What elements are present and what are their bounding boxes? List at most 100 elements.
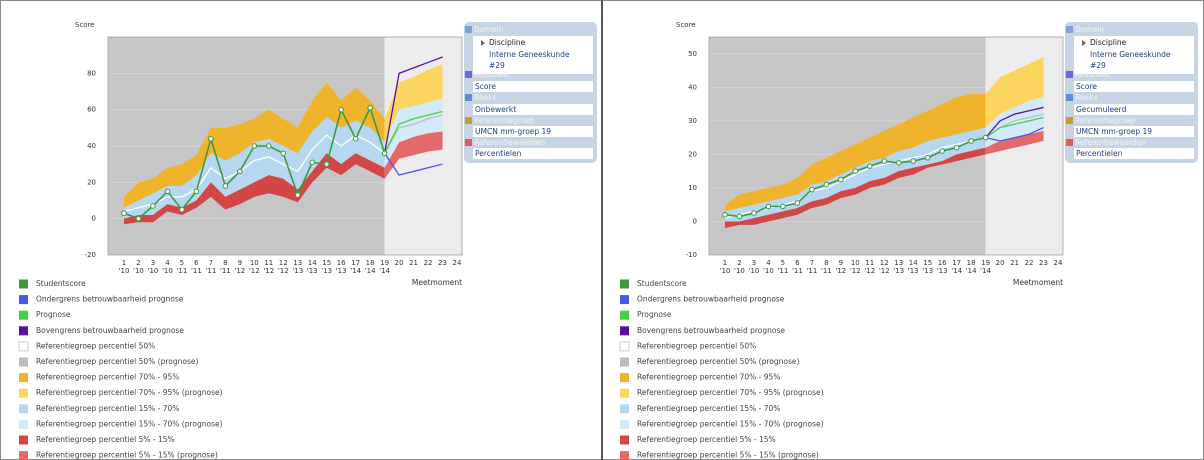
legend-swatch	[619, 341, 630, 352]
score-marker	[237, 168, 243, 175]
legend-label: Referentiegroep percentiel 70% - 95% (pr…	[637, 388, 824, 397]
panel-text: Referentiegroep	[1075, 116, 1136, 125]
y-tick-label: 0	[693, 217, 697, 225]
y-tick-label: 0	[92, 215, 96, 223]
x-axis-label: Meetmoment	[412, 278, 462, 287]
x-tick-label: 15	[322, 259, 331, 267]
score-marker	[309, 159, 316, 166]
x-tick-label: 2	[136, 259, 140, 267]
x-tick-label: 8	[824, 259, 828, 267]
legend-label: Referentiegroep percentiel 15% - 70%	[36, 404, 179, 413]
score-marker	[193, 188, 200, 195]
panel-text: Referentiegroep	[474, 116, 535, 125]
y-axis-label: Score	[676, 21, 696, 29]
x-tick-label: 8	[223, 259, 227, 267]
plot-border	[708, 36, 1064, 256]
score-marker	[939, 148, 945, 154]
legend-swatch	[19, 326, 28, 336]
score-marker	[809, 186, 815, 193]
x-tick-year: '11	[176, 267, 187, 275]
series-line	[384, 152, 443, 176]
percentile-band	[124, 153, 385, 225]
legend-swatch	[620, 451, 629, 460]
legend-swatch	[620, 419, 629, 429]
score-marker	[910, 158, 917, 164]
x-tick-label: 1	[723, 259, 727, 267]
x-tick-label: 10	[250, 259, 259, 267]
x-tick-year: '10	[162, 267, 173, 275]
score-marker	[135, 215, 142, 222]
legend-swatch	[19, 419, 28, 429]
legend-label: Studentscore	[637, 279, 687, 288]
score-marker	[765, 203, 772, 210]
x-tick-label: 6	[795, 259, 800, 267]
x-tick-label: 23	[438, 259, 447, 267]
legend-label: Referentiegroep percentiel 50% (prognose…	[36, 357, 198, 366]
score-marker	[222, 183, 229, 189]
panel-text: #29	[489, 61, 505, 70]
legend-swatch	[620, 404, 629, 414]
score-marker	[722, 211, 728, 218]
x-tick-year: '11	[821, 267, 832, 275]
x-tick-label: 6	[194, 259, 199, 267]
panel-text: #29	[1090, 61, 1106, 70]
x-tick-label: 7	[810, 259, 814, 267]
panel-text: Referentiewaarden	[474, 138, 545, 147]
legend-label: Referentiegroep percentiel 5% - 15%	[36, 435, 175, 444]
y-tick-label: -20	[85, 251, 96, 259]
score-marker	[982, 134, 989, 141]
x-tick-label: 11	[865, 259, 874, 267]
legend-swatch	[19, 310, 28, 320]
x-tick-year: '10	[720, 267, 731, 275]
panel-box	[1074, 148, 1194, 159]
legend-swatch	[620, 388, 629, 398]
x-tick-label: 12	[880, 259, 889, 267]
percentile-band	[384, 131, 443, 179]
x-tick-year: '10	[119, 267, 130, 275]
x-tick-year: '11	[191, 267, 202, 275]
panel-icon	[465, 94, 472, 101]
x-tick-label: 11	[264, 259, 273, 267]
panel-box	[473, 81, 593, 92]
score-marker	[265, 143, 272, 149]
x-tick-label: 14	[909, 259, 918, 267]
percentile-band	[725, 94, 986, 212]
x-tick-year: '14	[350, 267, 361, 275]
x-tick-year: '14	[966, 267, 977, 275]
legend-swatch	[19, 388, 28, 398]
x-tick-year: '12	[278, 267, 289, 275]
x-tick-label: 19	[981, 259, 990, 267]
score-marker	[121, 210, 127, 217]
score-marker	[179, 206, 185, 213]
x-tick-label: 19	[380, 259, 389, 267]
score-marker	[736, 213, 743, 220]
legend-swatch	[19, 451, 28, 460]
panel-text: UMCN mm-groep 19	[475, 127, 551, 136]
x-tick-label: 14	[308, 259, 317, 267]
legend-swatch	[620, 310, 629, 320]
panel-text: Domein	[1075, 25, 1104, 34]
x-tick-label: 21	[1010, 259, 1019, 267]
x-tick-label: 4	[165, 259, 170, 267]
y-tick-label: -10	[686, 251, 697, 259]
x-tick-label: 24	[1054, 259, 1063, 267]
score-marker	[881, 158, 888, 164]
legend-swatch	[620, 435, 629, 445]
x-tick-label: 13	[894, 259, 903, 267]
panel-icon	[1066, 94, 1073, 101]
legend-label: Referentiegroep percentiel 5% - 15% (pro…	[36, 451, 218, 460]
x-tick-label: 16	[337, 259, 346, 267]
legend-label: Referentiegroep percentiel 50% (prognose…	[637, 357, 799, 366]
legend-label: Referentiegroep percentiel 50%	[36, 341, 155, 350]
score-marker	[780, 203, 786, 210]
legend-swatch	[620, 279, 629, 289]
x-tick-label: 18	[967, 259, 976, 267]
x-tick-year: '13	[307, 267, 318, 275]
percentile-band	[725, 147, 986, 229]
legend-swatch	[19, 295, 28, 305]
panel-text: Percentielen	[475, 149, 522, 158]
score-marker	[352, 135, 359, 142]
score-marker	[251, 143, 258, 149]
percentile-band	[384, 98, 443, 168]
legend-label: Ondergrens betrouwbaarheid prognose	[637, 295, 785, 304]
